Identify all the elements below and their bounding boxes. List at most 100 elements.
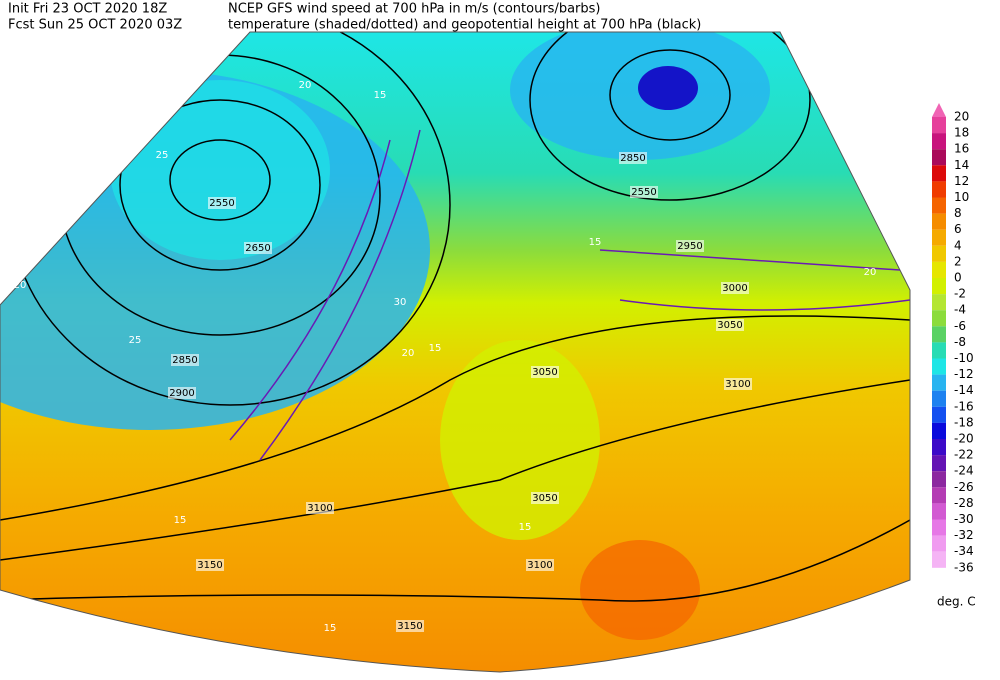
colorbar-label: 0 <box>954 271 962 285</box>
colorbar-band <box>932 503 946 520</box>
height-label: 3100 <box>725 379 750 390</box>
colorbar-band <box>932 117 946 134</box>
colorbar-label: -10 <box>954 351 974 365</box>
wind-label: 20 <box>864 267 877 278</box>
colorbar-label: -16 <box>954 399 974 413</box>
wind-label: 25 <box>129 335 142 346</box>
label-bg <box>721 282 749 294</box>
colorbar-label: -14 <box>954 383 974 397</box>
colorbar-band <box>932 326 946 343</box>
height-label: 3100 <box>307 503 332 514</box>
colorbar-label: 18 <box>954 126 969 140</box>
colorbar-label: -2 <box>954 287 966 301</box>
label-bg <box>531 366 559 378</box>
colorbar-band <box>932 133 946 150</box>
cold-core <box>110 80 330 260</box>
colorbar-label: -4 <box>954 303 966 317</box>
colorbar-label: -26 <box>954 480 974 494</box>
colorbar-label: -28 <box>954 496 974 510</box>
colorbar-label: -22 <box>954 448 974 462</box>
colorbar-label: -36 <box>954 560 974 574</box>
label-bg <box>168 387 196 399</box>
height-label: 2550 <box>209 198 234 209</box>
colorbar-label: -6 <box>954 319 966 333</box>
height-label: 2850 <box>172 355 197 366</box>
height-label: 3050 <box>717 320 742 331</box>
label-bg <box>619 152 647 164</box>
colorbar-label: -20 <box>954 432 974 446</box>
colorbar-band <box>932 390 946 407</box>
height-label: 2900 <box>169 388 194 399</box>
wind-label: 25 <box>156 150 169 161</box>
label-bg <box>396 620 424 632</box>
colorbar-band <box>932 165 946 182</box>
label-bg <box>208 197 236 209</box>
colorbar-band <box>932 342 946 359</box>
colorbar-band <box>932 358 946 375</box>
wind-label: 15 <box>589 237 602 248</box>
label-bg <box>171 354 199 366</box>
colorbar-label: 20 <box>954 110 969 124</box>
wind-contours <box>229 129 910 461</box>
colorbar-band <box>932 229 946 246</box>
map-border <box>0 31 911 673</box>
colorbar-band <box>932 278 946 295</box>
forecast-time: Fcst Sun 25 OCT 2020 03Z <box>8 18 182 33</box>
wind-label: 20 <box>299 80 312 91</box>
label-bg <box>630 186 658 198</box>
warm-region <box>580 540 700 640</box>
label-bg <box>531 492 559 504</box>
init-time: Init Fri 23 OCT 2020 18Z <box>8 2 167 17</box>
height-label: 3150 <box>197 560 222 571</box>
label-bg <box>526 559 554 571</box>
label-bg <box>196 559 224 571</box>
wind-label: 30 <box>394 297 407 308</box>
colorbar-label: -34 <box>954 544 974 558</box>
colorbar-band <box>932 149 946 166</box>
colorbar-band <box>932 455 946 472</box>
label-bg <box>244 242 272 254</box>
colorbar-label: 12 <box>954 174 969 188</box>
wind-label: 15 <box>324 623 337 634</box>
title-line: NCEP GFS wind speed at 700 hPa in m/s (c… <box>228 2 601 17</box>
wind-label: 15 <box>374 90 387 101</box>
colorbar-band <box>932 181 946 198</box>
wind-label: 15 <box>519 522 532 533</box>
label-bg <box>716 319 744 331</box>
cool-region <box>440 340 600 540</box>
colorbar-band <box>932 294 946 311</box>
colorbar-label: 4 <box>954 238 962 252</box>
colorbar-top <box>932 103 946 117</box>
colorbar-band <box>932 551 946 568</box>
colorbar-label: -30 <box>954 512 974 526</box>
colorbar-band <box>932 261 946 278</box>
title-line: temperature (shaded/dotted) and geopoten… <box>228 18 701 33</box>
colorbar-band <box>932 471 946 488</box>
height-label: 3000 <box>722 283 747 294</box>
colorbar-label: -32 <box>954 528 974 542</box>
height-label: 3100 <box>527 560 552 571</box>
height-label: 2550 <box>631 187 656 198</box>
wind-label: 15 <box>429 343 442 354</box>
colorbar-label: -18 <box>954 415 974 429</box>
label-bg <box>676 240 704 252</box>
colorbar-band <box>932 245 946 262</box>
colorbar-band <box>932 422 946 439</box>
colorbar-label: 16 <box>954 142 969 156</box>
colorbar-label: -12 <box>954 367 974 381</box>
height-label: 3050 <box>532 493 557 504</box>
colorbar-band <box>932 213 946 230</box>
colorbar-band <box>932 535 946 552</box>
colorbar-band <box>932 519 946 536</box>
height-label: 2950 <box>677 241 702 252</box>
cold-core <box>638 66 698 110</box>
colorbar-band <box>932 197 946 214</box>
wind-label: 15 <box>174 515 187 526</box>
height-label: 3150 <box>397 621 422 632</box>
colorbar-label: 8 <box>954 206 962 220</box>
colorbar-band <box>932 487 946 504</box>
colorbar-band <box>932 406 946 423</box>
height-label: 2850 <box>620 153 645 164</box>
colorbar-label: 2 <box>954 254 962 268</box>
